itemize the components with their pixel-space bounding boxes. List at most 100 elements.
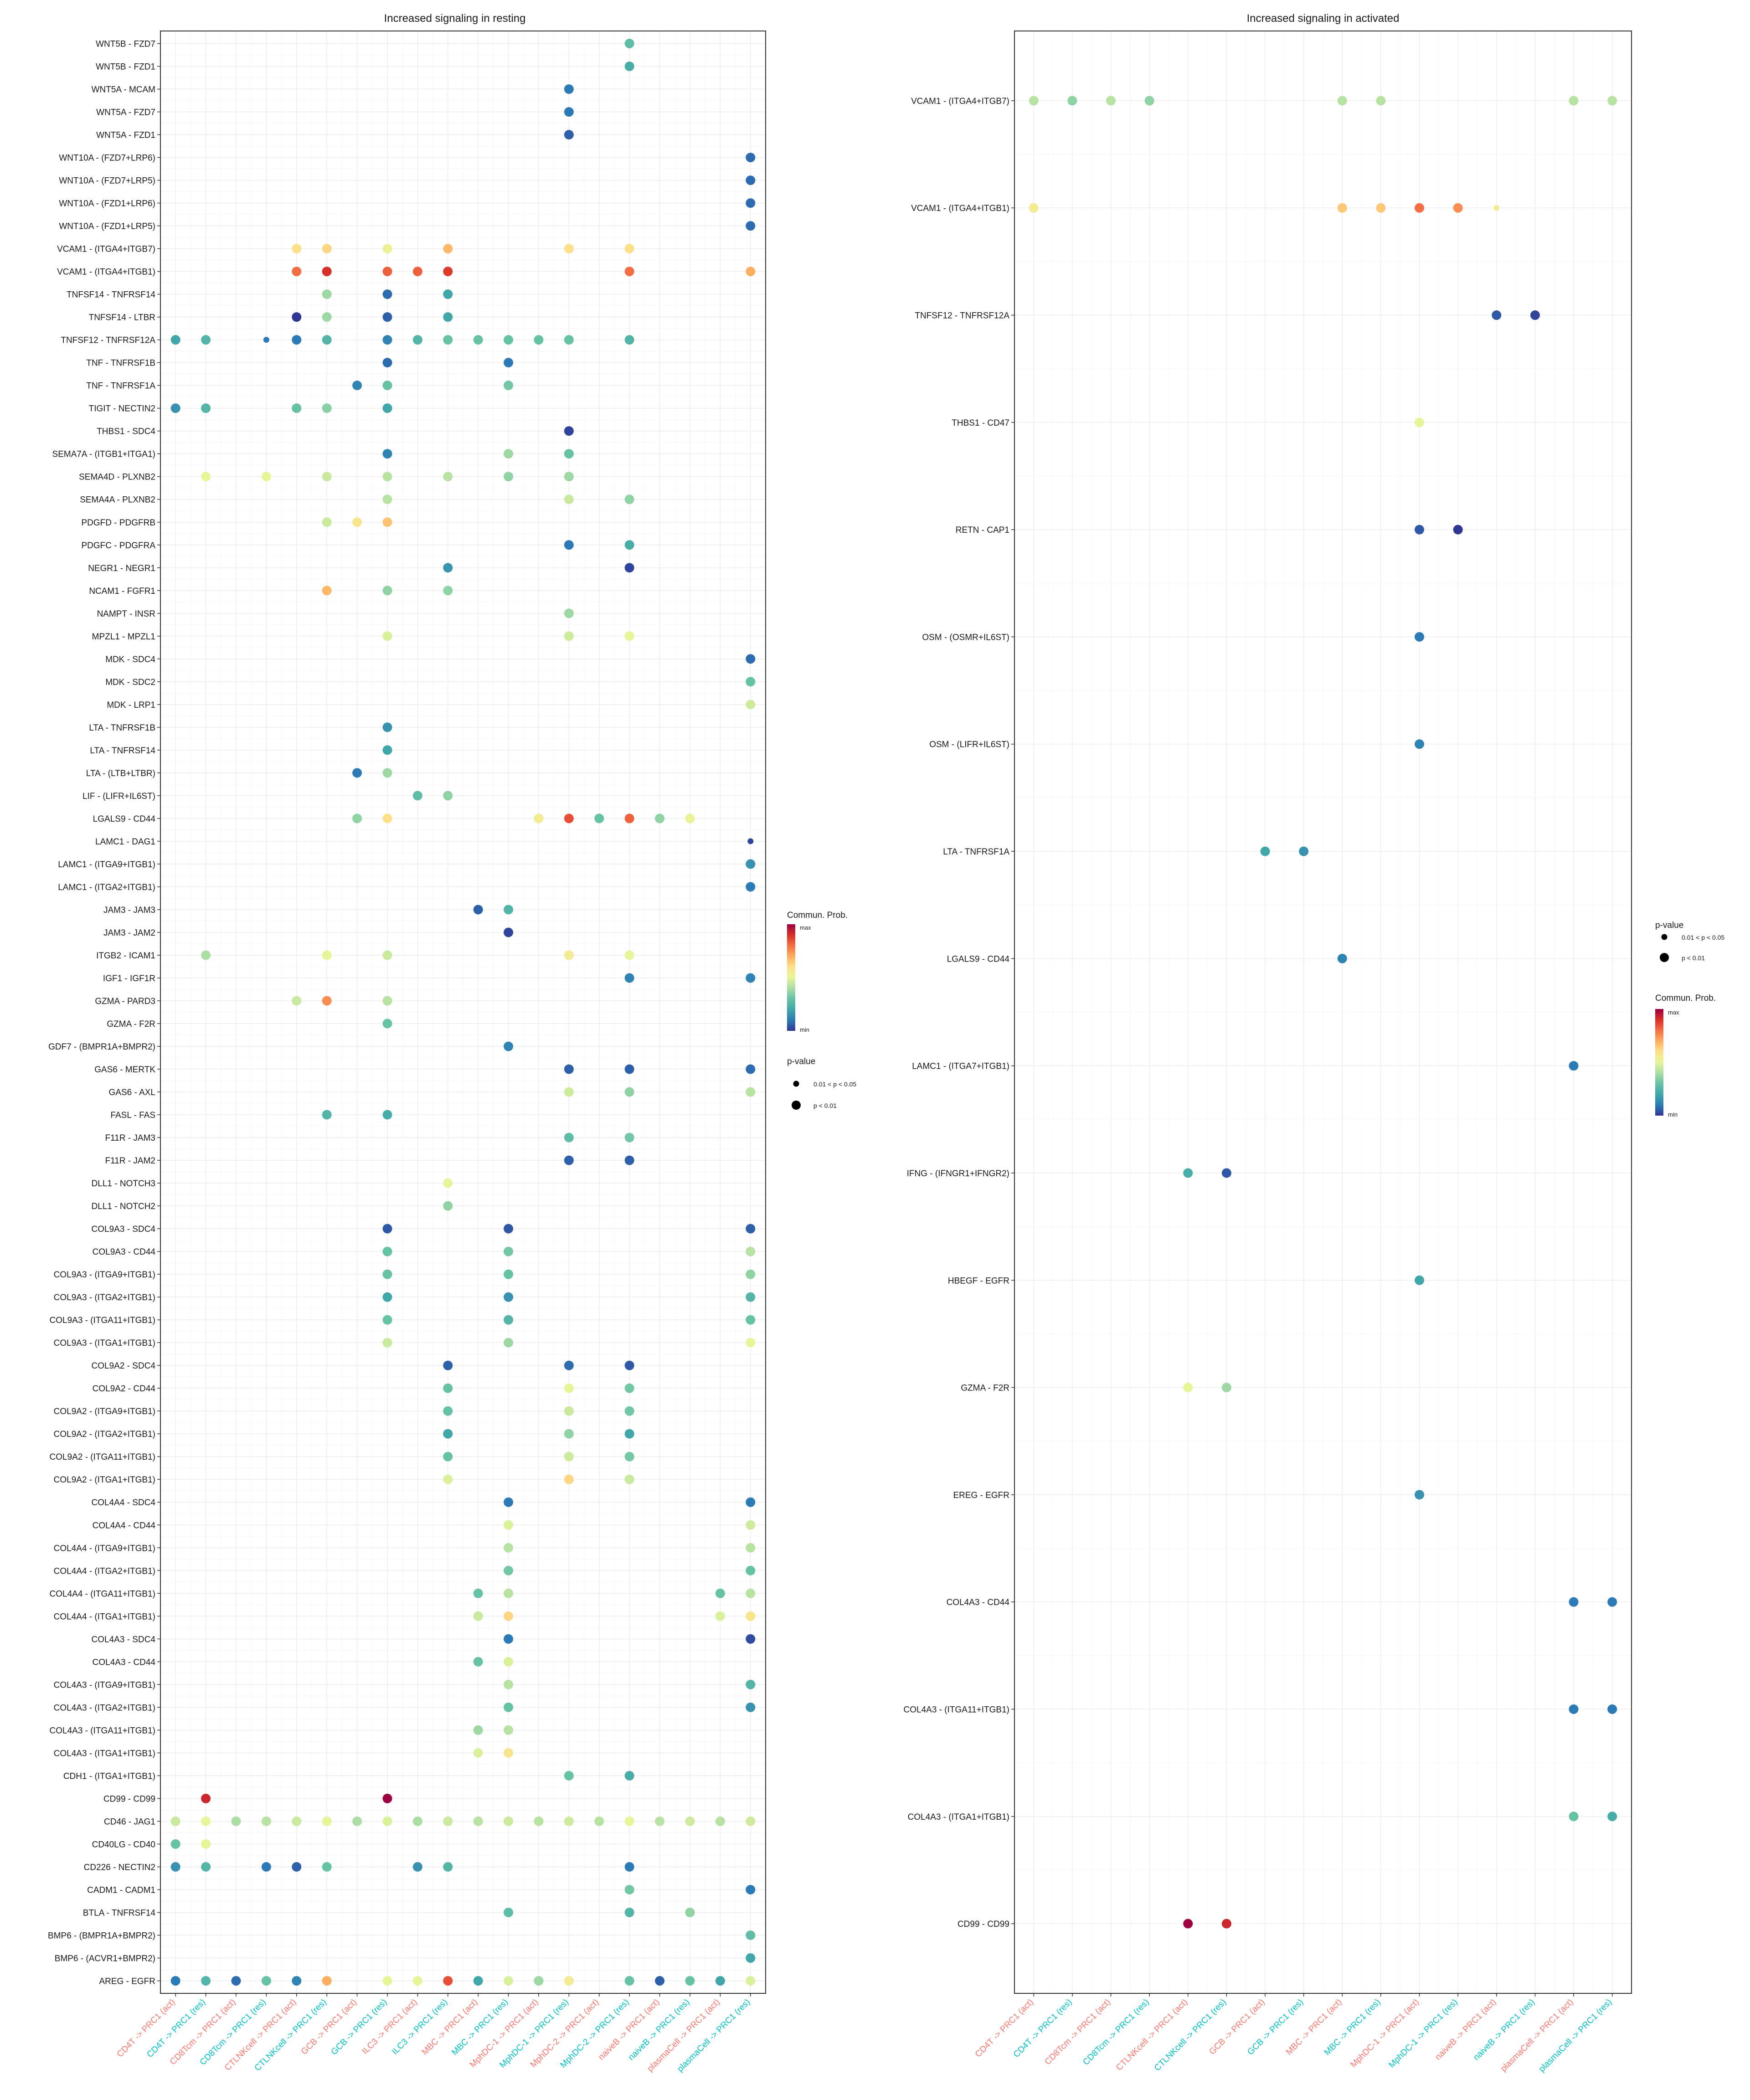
y-tick-label: VCAM1 - (ITGA4+ITGB7) (57, 245, 155, 254)
data-point (624, 1087, 634, 1097)
data-point (624, 267, 634, 277)
y-tick-label: COL9A2 - (ITGA2+ITGB1) (54, 1430, 155, 1439)
data-point (564, 1360, 574, 1370)
data-point (322, 335, 332, 345)
data-point (382, 403, 392, 413)
data-point (564, 813, 574, 824)
x-tick-label: MBC -> PRC1 (act) (420, 1997, 480, 2057)
prob-colorbar-2 (1655, 1009, 1663, 1116)
y-tick-label: TNFSF12 - TNFRSF12A (61, 336, 155, 345)
y-tick-label: LGALS9 - CD44 (947, 954, 1010, 964)
data-point (473, 1657, 483, 1667)
data-point (1029, 203, 1039, 213)
data-point (564, 1087, 574, 1097)
data-point (1569, 1704, 1579, 1714)
pvalue-legend-large-label-2: p < 0.01 (1682, 954, 1705, 962)
data-point (746, 700, 756, 710)
prob-legend-max-2: max (1668, 1009, 1679, 1016)
data-point (746, 1679, 756, 1689)
data-point (685, 1907, 695, 1917)
y-tick-label: THBS1 - CD47 (952, 418, 1009, 428)
data-point (624, 631, 634, 641)
data-point (170, 1976, 180, 1986)
prob-legend-min: min (800, 1026, 809, 1033)
data-point (504, 1702, 514, 1712)
y-tick-label: GZMA - F2R (961, 1384, 1009, 1393)
data-point (1569, 1597, 1579, 1607)
data-point (1415, 632, 1425, 642)
y-tick-label: LAMC1 - (ITGA7+ITGB1) (912, 1062, 1009, 1071)
data-point (322, 244, 332, 254)
data-point (201, 1839, 211, 1849)
data-point (746, 1884, 756, 1894)
activated-x-axis: CD4T -> PRC1 (act)CD4T -> PRC1 (res)CD8T… (973, 1993, 1614, 2074)
data-point (443, 1201, 453, 1211)
y-tick-label: DLL1 - NOTCH2 (92, 1202, 155, 1211)
data-point (261, 472, 271, 482)
y-tick-label: BMP6 - (BMPR1A+BMPR2) (48, 1931, 155, 1940)
data-point (322, 517, 332, 527)
y-tick-label: TNFSF14 - TNFRSF14 (67, 290, 155, 300)
data-point (504, 472, 514, 482)
data-point (746, 1953, 756, 1963)
data-point (292, 1862, 302, 1872)
pvalue-legend-small-dot-2 (1661, 934, 1668, 940)
data-point (352, 768, 362, 778)
resting-panel-frame (160, 31, 766, 1994)
data-point (412, 1976, 422, 1986)
data-point (1376, 203, 1386, 213)
data-point (715, 1611, 725, 1621)
data-point (382, 1224, 392, 1234)
data-point (534, 335, 544, 345)
data-point (564, 1132, 574, 1143)
data-point (1221, 1168, 1231, 1178)
data-point (624, 1884, 634, 1894)
data-point (292, 267, 302, 277)
x-tick-label: naiveB -> PRC1 (res) (627, 1997, 692, 2063)
data-point (564, 107, 574, 117)
y-tick-label: COL9A3 - (ITGA2+ITGB1) (54, 1293, 155, 1302)
y-tick-label: RETN - CAP1 (956, 525, 1009, 535)
y-tick-label: WNT10A - (FZD7+LRP6) (59, 154, 155, 163)
x-tick-label: CTLNKcell -> PRC1 (res) (1153, 1997, 1228, 2073)
data-point (473, 1748, 483, 1758)
data-point (443, 1976, 453, 1986)
data-point (564, 540, 574, 550)
data-point (655, 1976, 665, 1986)
data-point (261, 1976, 271, 1986)
data-point (624, 494, 634, 504)
data-point (322, 312, 332, 322)
x-tick-label: GCB -> PRC1 (res) (329, 1997, 389, 2057)
x-tick-label: GCB -> PRC1 (act) (299, 1997, 359, 2057)
data-point (564, 1976, 574, 1986)
data-point (504, 927, 514, 937)
pvalue-legend-small-dot (793, 1081, 799, 1087)
data-point (382, 1019, 392, 1029)
y-tick-label: LAMC1 - DAG1 (95, 837, 155, 847)
x-tick-label: ILC3 -> PRC1 (act) (360, 1997, 419, 2056)
data-point (746, 882, 756, 892)
data-point (746, 1702, 756, 1712)
data-point (1453, 203, 1463, 213)
data-point (746, 1611, 756, 1621)
data-point (1607, 1597, 1617, 1607)
data-point (1530, 310, 1540, 320)
prob-legend-max: max (800, 924, 811, 931)
x-tick-label: MphDC-1 -> PRC1 (res) (1387, 1997, 1459, 2070)
y-tick-label: HBEGF - EGFR (948, 1276, 1009, 1286)
pvalue-legend-large-dot-2 (1660, 953, 1669, 962)
data-point (1376, 96, 1386, 106)
y-tick-label: MDK - SDC2 (105, 678, 155, 687)
y-tick-label: COL9A2 - SDC4 (92, 1361, 156, 1371)
x-tick-label: MphDC-1 -> PRC1 (act) (1349, 1997, 1421, 2070)
data-point (322, 996, 332, 1006)
data-point (746, 1224, 756, 1234)
y-tick-label: OSM - (OSMR+IL6ST) (922, 633, 1009, 642)
pvalue-legend-large-dot (792, 1101, 801, 1110)
data-point (624, 1907, 634, 1917)
data-point (443, 267, 453, 277)
y-tick-label: AREG - EGFR (99, 1976, 155, 1986)
y-tick-label: ITGB2 - ICAM1 (96, 951, 155, 961)
data-point (443, 1451, 453, 1462)
y-tick-label: LAMC1 - (ITGA2+ITGB1) (58, 883, 155, 892)
